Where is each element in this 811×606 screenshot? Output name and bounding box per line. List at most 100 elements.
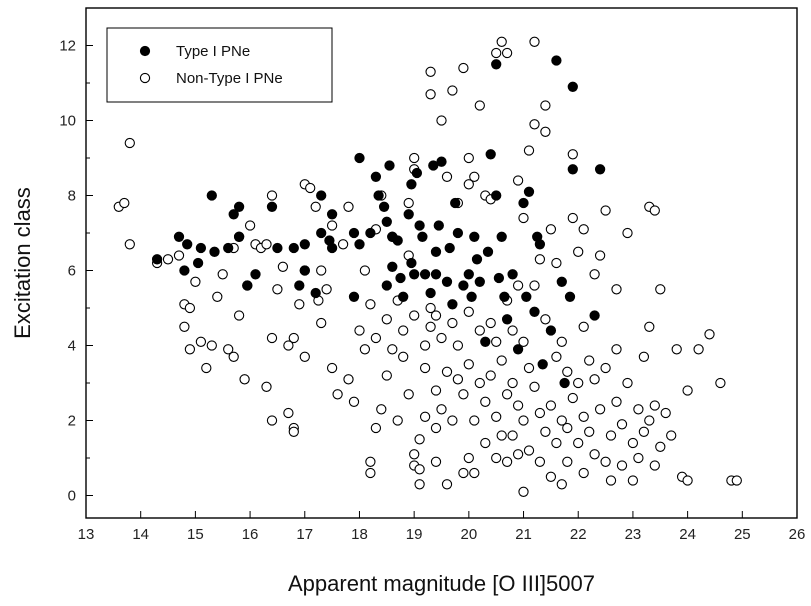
non-type-i-point [611,396,622,407]
non-type-i-point [212,291,223,302]
non-type-i-point [469,467,480,479]
non-type-i-point [507,325,518,336]
non-type-i-point [463,152,474,164]
type-i-point [192,257,204,269]
non-type-i-point [370,332,382,344]
type-i-point [545,325,557,336]
type-i-point [523,186,535,197]
type-i-point [299,239,310,250]
non-type-i-point [430,422,442,434]
non-type-i-point [480,437,491,449]
non-type-i-point [540,426,551,437]
non-type-i-point [518,486,529,497]
non-type-i-point [512,280,524,291]
non-type-i-point [655,441,666,452]
non-type-i-point [551,437,562,449]
non-type-i-point [485,317,496,329]
non-type-i-point [223,344,234,355]
non-type-i-point [611,344,622,355]
non-type-i-point [491,411,502,422]
type-i-point [471,254,483,265]
non-type-i-point [562,456,573,467]
type-i-point [529,306,540,317]
non-type-i-point [529,280,540,291]
non-type-i-point [512,175,524,186]
x-tick-label: 18 [351,526,368,543]
non-type-i-point [627,475,639,486]
non-type-i-point [239,374,250,385]
non-type-i-point [463,306,474,317]
non-type-i-point [485,370,496,381]
x-tick-label: 24 [679,526,696,543]
non-type-i-point [458,62,469,74]
non-type-i-point [447,317,458,329]
non-type-i-point [261,239,272,250]
y-tick-label: 6 [68,263,76,280]
type-i-point [266,201,278,212]
non-type-i-point [430,310,442,321]
non-type-i-point [332,389,343,400]
non-type-i-point [452,340,464,351]
non-type-i-point [452,374,464,385]
non-type-i-point [512,449,524,460]
non-type-i-point [365,467,376,479]
type-i-point [151,254,163,265]
non-type-i-point [649,400,660,411]
type-i-point [223,242,234,254]
non-type-i-point [469,171,480,182]
non-type-i-point [507,377,518,389]
non-type-i-point [501,389,513,400]
non-type-i-point [491,47,502,59]
non-type-i-point [638,426,650,437]
x-tick-label: 19 [406,526,423,543]
type-i-point [485,149,496,160]
non-type-i-point [523,145,535,156]
type-i-point [428,160,439,171]
x-tick-label: 17 [296,526,313,543]
type-i-point [551,55,562,66]
non-type-i-point [233,310,245,321]
legend-box [106,27,333,103]
non-type-i-point [622,377,633,389]
x-axis-label: Apparent magnitude [O III]5007 [288,571,595,596]
non-type-i-point [409,449,420,460]
non-type-i-point [589,449,600,460]
non-type-i-point [190,276,201,287]
non-type-i-point [359,265,371,276]
non-type-i-point [594,404,606,415]
y-tick-label: 4 [68,338,76,355]
non-type-i-point [398,351,409,362]
non-type-i-point [573,246,584,257]
non-type-i-point [518,212,529,224]
non-type-i-point [622,227,633,239]
non-type-i-point [441,479,453,490]
non-type-i-point [507,430,518,441]
type-i-point [458,280,469,291]
non-type-i-point [392,415,403,426]
type-i-point [403,209,414,220]
non-type-i-point [403,197,414,209]
non-type-i-point [540,100,551,111]
non-type-i-point [370,422,382,434]
non-type-i-point [447,85,458,96]
non-type-i-point [594,250,606,261]
non-type-i-point [266,332,278,344]
non-type-i-point [567,392,578,404]
non-type-i-point [649,205,660,216]
non-type-i-point [430,385,442,396]
non-type-i-point [195,336,207,347]
type-i-point [425,287,436,299]
non-type-i-point [425,66,436,77]
type-i-point [310,287,321,299]
non-type-i-point [266,190,278,201]
non-type-i-point [644,415,655,426]
non-type-i-point [655,284,666,295]
non-type-i-point [458,467,469,479]
non-type-i-point [573,377,584,389]
non-type-i-point [545,471,557,482]
non-type-i-point [584,426,595,437]
non-type-i-point [436,332,447,344]
non-type-i-point [567,149,578,160]
type-i-point [392,235,403,246]
non-type-i-point [343,201,354,212]
